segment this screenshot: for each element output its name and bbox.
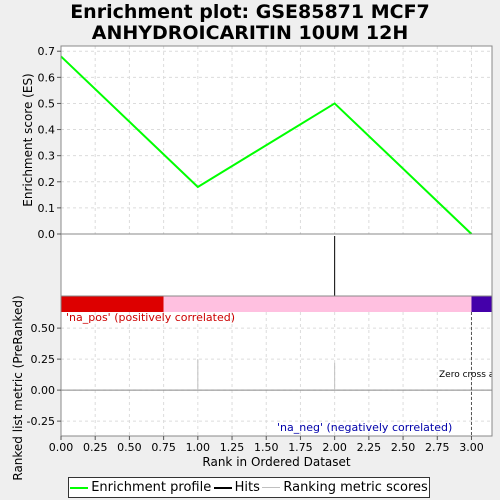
es-y-tick-label: 0.0 xyxy=(38,228,56,241)
metric-y-tick-label: 0.00 xyxy=(31,384,56,397)
enrichment-profile-line xyxy=(60,55,473,235)
chart-title: Enrichment plot: GSE85871 MCF7 ANHYDROIC… xyxy=(0,2,500,44)
legend-swatch-hits xyxy=(213,486,232,489)
chart-legend: Enrichment profile Hits Ranking metric s… xyxy=(68,477,430,498)
title-line-1: Enrichment plot: GSE85871 MCF7 xyxy=(70,1,430,23)
es-y-tick-label: 0.2 xyxy=(38,176,56,189)
metric-panel-border xyxy=(60,295,493,437)
x-tick-label: 3.00 xyxy=(459,441,484,454)
legend-label-hits: Hits xyxy=(234,480,260,495)
es-y-tick-label: 0.6 xyxy=(38,71,56,84)
metric-y-tick-label: 0.25 xyxy=(31,353,56,366)
negative-correlation-label: 'na_neg' (negatively correlated) xyxy=(277,421,452,434)
legend-item-ranking-metric: Ranking metric scores xyxy=(262,480,428,495)
legend-label-ranking-metric: Ranking metric scores xyxy=(283,480,428,495)
es-y-tick-label: 0.4 xyxy=(38,124,56,137)
x-tick-label: 0.75 xyxy=(151,441,176,454)
legend-swatch-ranking-metric xyxy=(262,487,281,488)
positive-correlation-label: 'na_pos' (positively correlated) xyxy=(66,311,235,324)
legend-item-hits: Hits xyxy=(213,480,260,495)
x-tick-label: 2.25 xyxy=(357,441,382,454)
hits-panel-bg xyxy=(61,234,492,296)
x-tick-label: 1.75 xyxy=(288,441,313,454)
x-tick-label: 1.50 xyxy=(254,441,279,454)
es-y-tick-label: 0.5 xyxy=(38,97,56,110)
es-y-axis-label: Enrichment score (ES) xyxy=(21,73,35,206)
x-tick-label: 1.00 xyxy=(186,441,211,454)
title-line-2: ANHYDROICARITIN 10UM 12H xyxy=(91,22,409,44)
es-y-tick-label: 0.1 xyxy=(38,202,56,215)
legend-swatch-enrichment-profile xyxy=(70,486,89,489)
es-y-tick-label: 0.7 xyxy=(38,45,56,58)
x-tick-label: 2.00 xyxy=(322,441,347,454)
metric-y-tick-label: -0.25 xyxy=(27,415,55,428)
metric-panel-bg xyxy=(61,312,492,436)
plot-edge-mask xyxy=(492,312,500,436)
metric-y-tick-label: 0.50 xyxy=(31,322,56,335)
legend-item-enrichment-profile: Enrichment profile xyxy=(70,480,211,495)
colorbar-segment xyxy=(61,296,164,312)
x-tick-label: 0.00 xyxy=(49,441,74,454)
zero-cross-label: Zero cross at 3 xyxy=(439,370,500,380)
x-tick-label: 2.75 xyxy=(425,441,450,454)
x-tick-label: 0.50 xyxy=(117,441,142,454)
legend-label-enrichment-profile: Enrichment profile xyxy=(91,480,212,495)
colorbar-segment xyxy=(163,296,472,312)
x-tick-label: 1.25 xyxy=(220,441,245,454)
es-y-tick-label: 0.3 xyxy=(38,150,56,163)
x-tick-label: 0.25 xyxy=(83,441,108,454)
x-tick-label: 2.50 xyxy=(391,441,416,454)
metric-y-axis-label: Ranked list metric (PreRanked) xyxy=(11,295,25,480)
colorbar-segment xyxy=(471,296,492,312)
x-axis-label: Rank in Ordered Dataset xyxy=(202,455,350,469)
